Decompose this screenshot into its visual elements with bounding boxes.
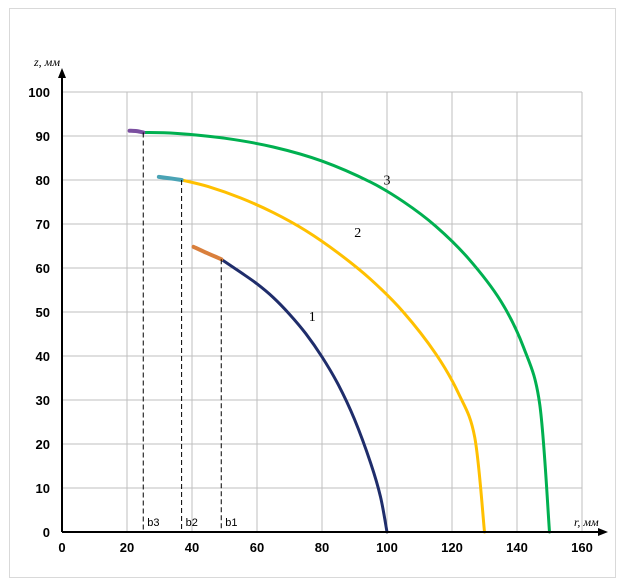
- markers-layer: b1 b2 b3: [142, 132, 238, 532]
- series-line-2: [180, 178, 486, 534]
- y-tick-label: 40: [36, 349, 50, 364]
- y-axis-label: z, мм: [33, 55, 60, 69]
- y-tick-label: 20: [36, 437, 50, 452]
- y-tick-label: 10: [36, 481, 50, 496]
- curve-labels: 1 2 3: [309, 173, 391, 324]
- y-tick-label: 80: [36, 173, 50, 188]
- series-line-segment-5: [127, 128, 146, 135]
- x-tick-label: 120: [441, 540, 463, 555]
- chart: b1 b2 b3 0 20 40 60 80 100 120 140 160 0 10 20 30 40 50 6…: [28, 55, 608, 555]
- marker-label: b1: [225, 517, 237, 529]
- series-line-segment-3: [191, 244, 224, 262]
- x-tick-label: 80: [315, 540, 329, 555]
- y-tick-label: 100: [28, 85, 50, 100]
- curve-label: 2: [354, 226, 361, 241]
- series-line-segment-4: [156, 174, 184, 182]
- marker-label: b3: [147, 517, 159, 529]
- x-tick-label: 160: [571, 540, 593, 555]
- tick-labels: 0 20 40 60 80 100 120 140 160 0 10 20 30 40 50 60 70 80 90…: [28, 85, 593, 555]
- series-line-3: [141, 130, 551, 534]
- y-tick-label: 60: [36, 261, 50, 276]
- x-tick-label: 0: [58, 540, 65, 555]
- y-tick-label: 30: [36, 393, 50, 408]
- x-axis-arrow: [598, 528, 608, 536]
- x-axis-label: r, мм: [574, 515, 599, 529]
- x-tick-label: 60: [250, 540, 264, 555]
- y-tick-label: 50: [36, 305, 50, 320]
- chart-frame: b1 b2 b3 0 20 40 60 80 100 120 140 160 0 10 20 30 40 50 6…: [9, 8, 616, 578]
- x-tick-label: 100: [376, 540, 398, 555]
- y-axis-arrow: [58, 68, 66, 78]
- curve-label: 3: [384, 173, 391, 188]
- y-tick-label: 70: [36, 217, 50, 232]
- x-tick-label: 20: [120, 540, 134, 555]
- x-tick-label: 140: [506, 540, 528, 555]
- x-tick-label: 40: [185, 540, 199, 555]
- series-line-1: [219, 257, 389, 534]
- marker-label: b2: [186, 517, 198, 529]
- grid: [62, 91, 583, 532]
- y-tick-label: 0: [43, 525, 50, 540]
- series-layer: [127, 128, 551, 534]
- curve-label: 1: [309, 310, 316, 325]
- y-tick-label: 90: [36, 129, 50, 144]
- axes: [58, 68, 608, 536]
